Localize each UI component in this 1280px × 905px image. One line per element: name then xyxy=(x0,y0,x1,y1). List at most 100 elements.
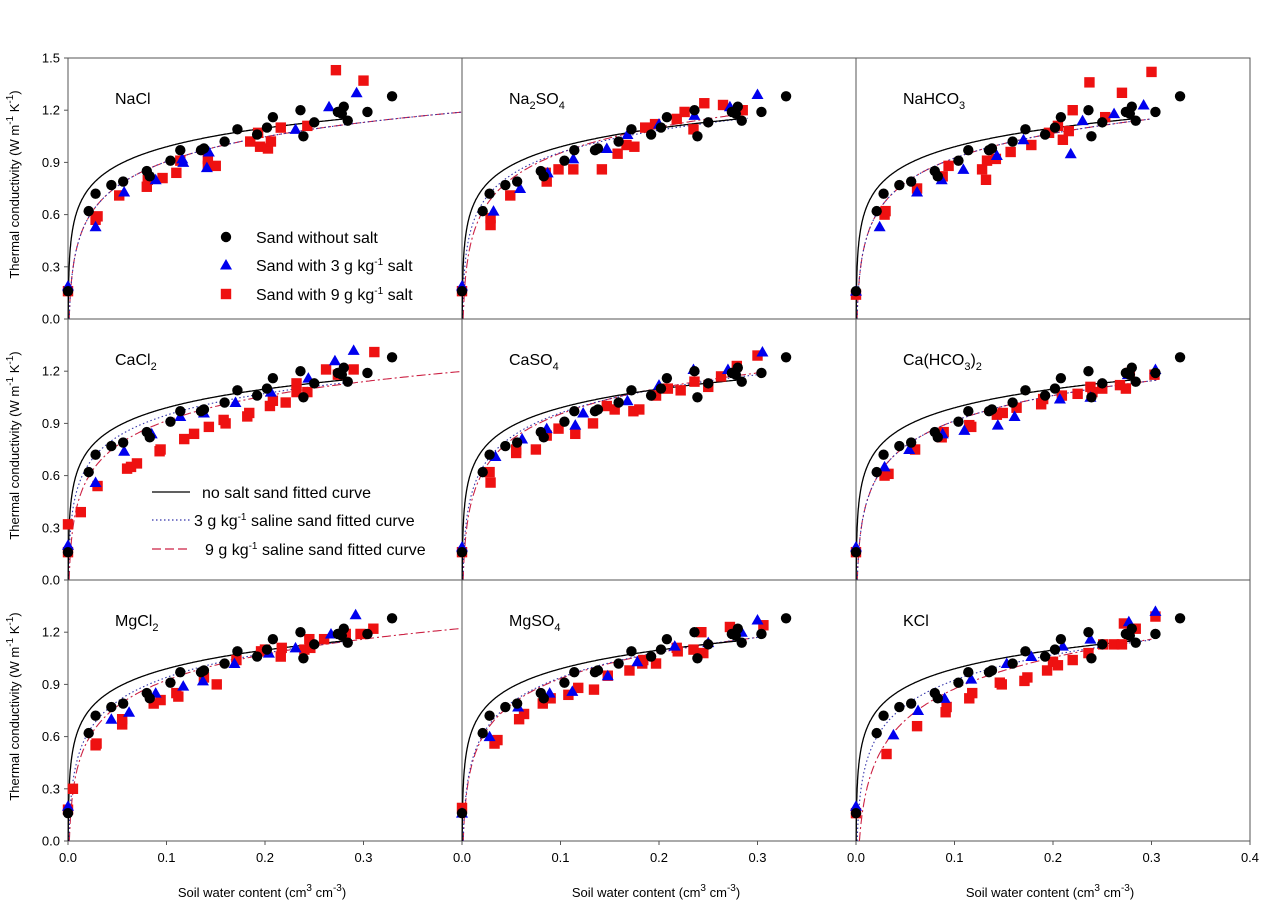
point-9g-salt xyxy=(513,714,525,725)
point-9g-salt xyxy=(981,155,993,166)
fit-curve-3g xyxy=(462,636,758,842)
point-3g-salt xyxy=(1053,393,1066,404)
point-9g-salt xyxy=(348,364,359,375)
point-9g-salt xyxy=(231,654,242,666)
point-9g-salt xyxy=(1067,654,1078,666)
point-no-salt xyxy=(613,397,624,408)
point-9g-salt xyxy=(202,153,214,165)
point-9g-salt xyxy=(966,421,977,433)
point-3g-salt xyxy=(569,419,582,430)
point-no-salt xyxy=(251,129,263,140)
point-no-salt xyxy=(1055,111,1067,123)
point-no-salt xyxy=(894,440,905,452)
point-9g-salt xyxy=(1063,125,1074,137)
point-no-salt xyxy=(1130,376,1141,387)
point-no-salt xyxy=(1150,367,1161,379)
panel-title: Ca(HCO3)2 xyxy=(903,352,982,373)
point-no-salt xyxy=(1083,366,1094,377)
point-9g-salt xyxy=(67,783,79,794)
point-no-salt xyxy=(386,352,398,363)
point-3g-salt xyxy=(1064,147,1077,159)
point-9g-salt xyxy=(715,371,727,382)
y-tick-label: 0.0 xyxy=(42,312,60,327)
point-9g-salt xyxy=(210,160,221,172)
point-no-salt xyxy=(1083,627,1094,638)
point-no-salt xyxy=(362,106,373,118)
point-3g-salt xyxy=(1008,410,1021,421)
point-9g-salt xyxy=(157,172,168,184)
point-9g-salt xyxy=(518,708,530,720)
point-9g-salt xyxy=(369,346,380,358)
point-3g-salt xyxy=(123,706,136,717)
x-tick-label: 0.3 xyxy=(354,850,372,865)
point-no-salt xyxy=(569,406,580,417)
point-no-salt xyxy=(986,665,998,676)
point-no-salt xyxy=(484,449,495,460)
point-no-salt xyxy=(83,466,94,478)
point-3g-salt xyxy=(196,674,209,686)
point-no-salt xyxy=(232,646,243,657)
point-9g-salt xyxy=(650,658,662,669)
point-3g-salt xyxy=(911,185,924,197)
point-9g-salt xyxy=(141,181,152,192)
panel-title: MgCl2 xyxy=(115,613,158,634)
point-9g-salt xyxy=(675,385,686,396)
point-9g-salt xyxy=(679,106,690,118)
point-3g-salt xyxy=(1149,605,1162,616)
point-no-salt xyxy=(511,437,523,448)
point-no-salt xyxy=(1174,352,1186,363)
point-9g-salt xyxy=(173,691,184,702)
fit-curve-no-salt xyxy=(67,378,349,580)
panel-nacl: 0.0 0.3 0.6 0.9 1.2 1.5 Thermal conductivity (… xyxy=(5,51,463,327)
point-9g-salt xyxy=(1072,388,1083,400)
point-3g-salt xyxy=(756,346,769,357)
point-no-salt xyxy=(1039,651,1051,662)
point-no-salt xyxy=(953,677,964,688)
y-tick-label: 1.5 xyxy=(42,51,60,66)
point-no-salt xyxy=(261,383,273,394)
point-9g-salt xyxy=(737,105,748,116)
point-no-salt xyxy=(932,171,943,182)
point-no-salt xyxy=(117,176,129,187)
point-no-salt xyxy=(456,807,468,819)
point-9g-salt xyxy=(267,395,279,406)
point-no-salt xyxy=(165,155,176,166)
point-9g-salt xyxy=(1087,386,1098,398)
x-tick-label: 0.2 xyxy=(1044,850,1062,865)
point-9g-salt xyxy=(530,444,542,455)
point-no-salt xyxy=(894,179,905,191)
point-no-salt xyxy=(175,145,186,156)
point-no-salt xyxy=(780,352,792,363)
point-3g-salt xyxy=(350,86,363,98)
point-no-salt xyxy=(1097,639,1108,650)
point-no-salt xyxy=(538,432,549,443)
point-no-salt xyxy=(559,416,570,427)
point-3g-salt xyxy=(903,443,916,454)
point-no-salt xyxy=(592,665,604,676)
legend-layer: Sand without salt Sand with 3 g kg-1 salt… xyxy=(152,230,426,559)
point-9g-salt xyxy=(883,468,894,480)
point-9g-salt xyxy=(264,400,276,412)
panel-title: NaHCO3 xyxy=(903,91,965,112)
point-no-salt xyxy=(267,633,279,645)
point-9g-salt xyxy=(1052,660,1064,671)
x-axis-title: Soil water content (cm3 cm-3) xyxy=(178,883,346,900)
point-3g-salt xyxy=(149,173,162,185)
point-no-salt xyxy=(1126,623,1138,634)
point-3g-salt xyxy=(118,445,131,456)
point-no-salt xyxy=(732,362,743,373)
x-tick-label: 0.0 xyxy=(59,850,77,865)
point-no-salt xyxy=(953,416,964,427)
point-3g-salt xyxy=(621,394,634,406)
point-no-salt xyxy=(645,651,657,662)
point-no-salt xyxy=(538,171,549,182)
point-9g-salt xyxy=(1118,618,1130,629)
point-no-salt xyxy=(267,111,279,123)
point-no-salt xyxy=(295,105,306,116)
panel-kcl: 0.0 0.1 0.2 0.3 0.4 Soil water content (cm3 c… xyxy=(847,579,1259,900)
legend-entry: no salt sand fitted curve xyxy=(152,485,371,502)
point-no-salt xyxy=(905,437,917,448)
point-no-salt xyxy=(342,637,353,648)
point-3g-salt xyxy=(289,641,302,653)
point-9g-salt xyxy=(1097,383,1108,394)
